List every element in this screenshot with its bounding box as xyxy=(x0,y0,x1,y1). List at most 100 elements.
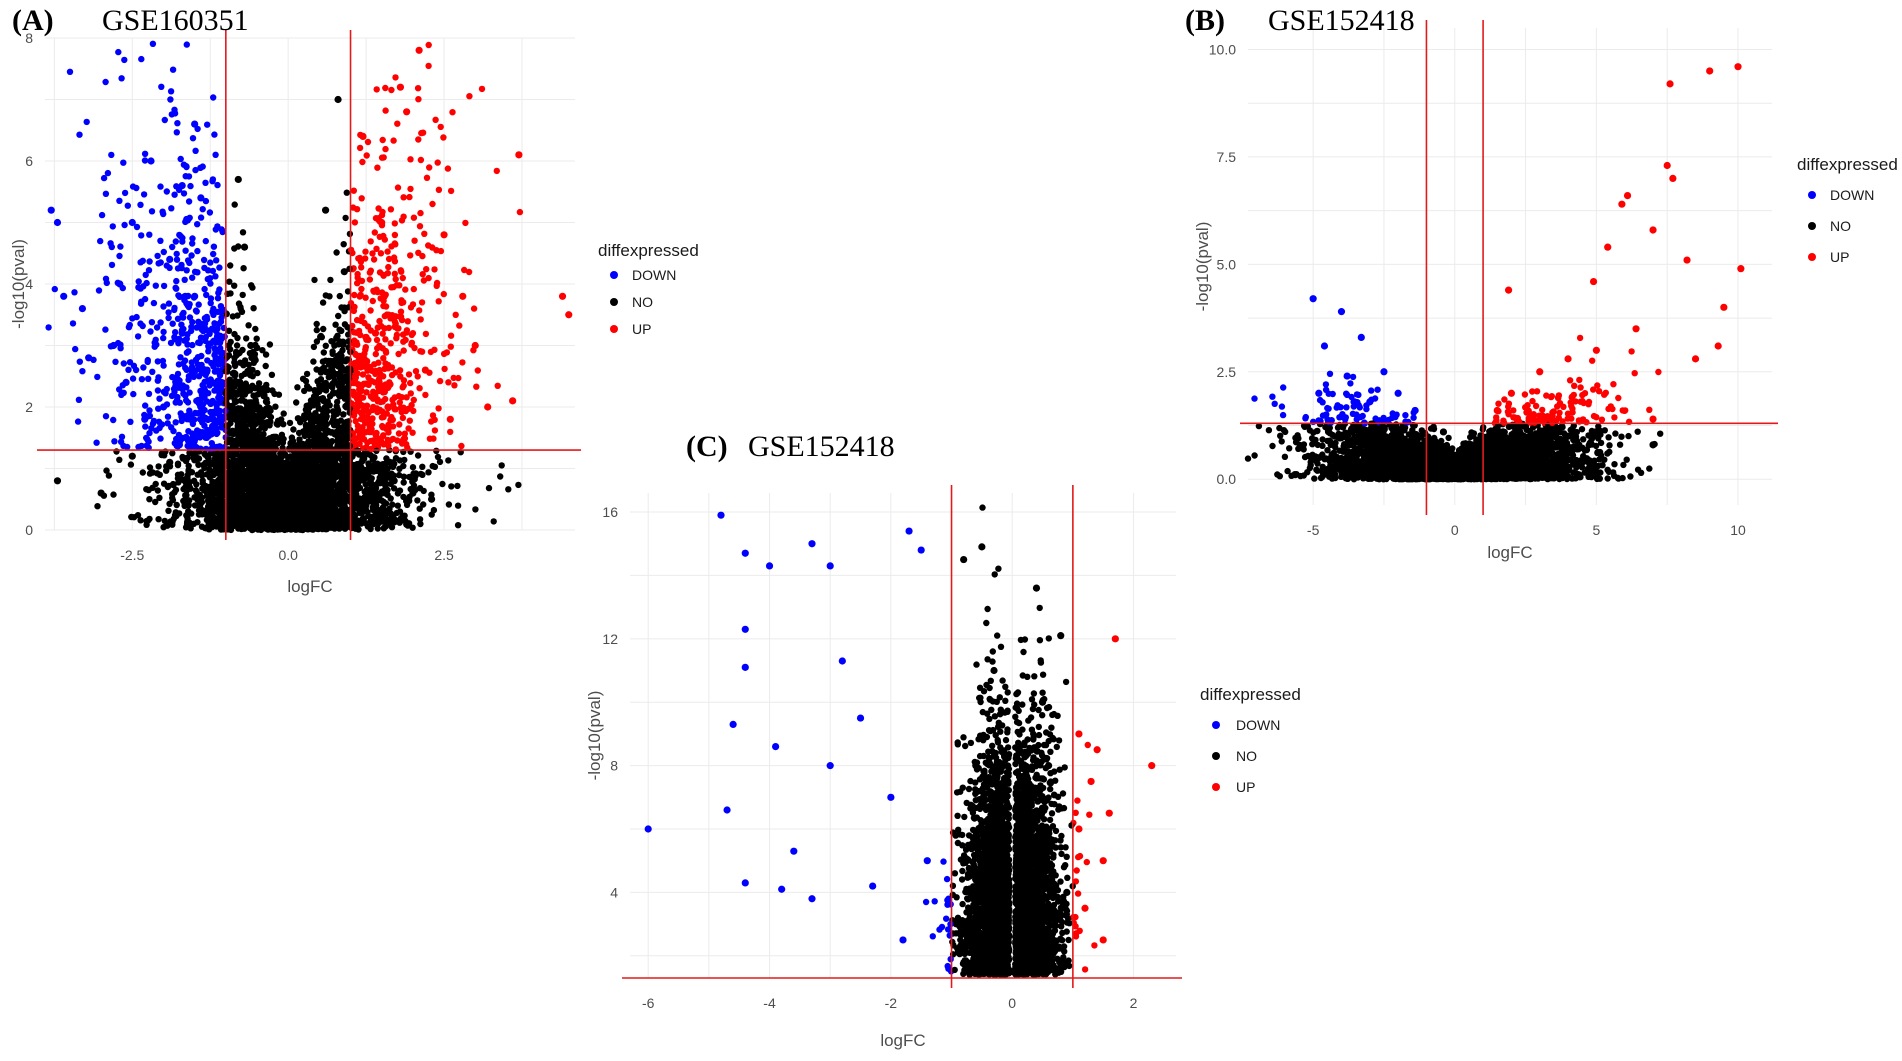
scatter-point xyxy=(396,282,403,289)
scatter-point xyxy=(250,424,257,431)
scatter-point xyxy=(439,480,446,488)
scatter-point xyxy=(127,418,134,425)
scatter-point xyxy=(165,507,172,514)
scatter-point xyxy=(174,475,182,482)
scatter-point xyxy=(322,342,329,349)
scatter-point xyxy=(310,358,317,365)
scatter-point xyxy=(165,300,173,307)
scatter-point xyxy=(422,330,430,338)
scatter-point xyxy=(447,187,455,195)
scatter-point xyxy=(452,311,459,318)
scatter-point xyxy=(426,435,434,442)
scatter-point xyxy=(115,48,122,56)
scatter-point xyxy=(155,260,162,267)
scatter-point xyxy=(180,190,188,197)
scatter-point xyxy=(267,518,275,525)
scatter-point xyxy=(258,424,265,431)
scatter-point xyxy=(280,421,287,428)
scatter-point xyxy=(213,257,220,264)
scatter-point xyxy=(381,325,388,332)
scatter-point xyxy=(493,167,500,175)
scatter-point xyxy=(250,305,257,312)
scatter-point xyxy=(253,400,260,407)
scatter-point xyxy=(357,291,364,299)
scatter-point xyxy=(205,342,212,349)
scatter-point xyxy=(293,399,300,406)
scatter-point xyxy=(189,274,196,281)
scatter-point xyxy=(272,403,279,410)
scatter-point xyxy=(341,525,349,532)
scatter-point xyxy=(408,339,416,346)
scatter-point xyxy=(342,214,349,222)
scatter-point xyxy=(395,392,402,400)
scatter-point xyxy=(163,467,170,474)
scatter-point xyxy=(330,390,338,397)
scatter-point xyxy=(185,467,192,474)
scatter-point xyxy=(232,495,239,502)
scatter-point xyxy=(367,238,374,245)
scatter-point xyxy=(165,309,172,316)
scatter-point xyxy=(250,519,257,526)
scatter-point xyxy=(97,237,104,245)
scatter-point xyxy=(204,121,211,128)
scatter-point xyxy=(366,479,374,486)
scatter-point xyxy=(146,464,154,471)
scatter-point xyxy=(478,85,486,93)
scatter-point xyxy=(214,450,221,457)
scatter-point xyxy=(263,396,270,403)
scatter-point xyxy=(226,436,233,443)
scatter-point xyxy=(195,301,202,308)
scatter-point xyxy=(157,435,164,442)
scatter-point xyxy=(351,409,359,416)
scatter-point xyxy=(402,286,409,293)
scatter-point xyxy=(152,480,159,488)
scatter-point xyxy=(410,214,418,221)
scatter-point xyxy=(111,438,118,445)
scatter-point xyxy=(172,419,179,426)
scatter-point xyxy=(233,514,241,521)
scatter-point xyxy=(174,315,182,322)
scatter-point xyxy=(202,197,210,205)
scatter-point xyxy=(169,243,176,251)
scatter-point xyxy=(146,258,153,265)
scatter-point xyxy=(440,350,448,358)
scatter-point xyxy=(354,274,361,281)
scatter-point xyxy=(151,343,158,350)
scatter-point xyxy=(231,330,238,338)
scatter-point xyxy=(345,432,353,439)
scatter-point xyxy=(203,313,210,321)
scatter-point xyxy=(108,151,115,159)
scatter-point xyxy=(359,371,367,378)
scatter-point xyxy=(375,205,382,212)
scatter-point xyxy=(45,324,52,331)
scatter-point xyxy=(364,138,372,146)
scatter-point xyxy=(302,421,310,429)
scatter-point xyxy=(417,156,425,164)
scatter-point xyxy=(373,86,380,93)
scatter-point xyxy=(390,137,397,144)
scatter-point xyxy=(407,379,414,387)
scatter-point xyxy=(262,466,269,473)
scatter-point xyxy=(384,465,391,472)
scatter-point xyxy=(454,522,462,529)
scatter-point xyxy=(74,418,82,425)
scatter-point xyxy=(160,282,168,290)
scatter-point xyxy=(498,462,505,469)
scatter-point xyxy=(431,416,438,423)
scatter-point xyxy=(433,247,440,254)
scatter-point xyxy=(154,252,161,260)
scatter-point xyxy=(436,458,444,466)
scatter-point xyxy=(191,457,198,464)
scatter-point xyxy=(267,413,275,421)
scatter-point xyxy=(454,482,461,490)
scatter-point xyxy=(390,485,398,492)
scatter-point xyxy=(246,387,254,394)
scatter-point xyxy=(397,308,405,315)
scatter-point xyxy=(154,358,161,365)
scatter-point xyxy=(434,159,441,166)
scatter-point xyxy=(385,365,392,372)
scatter-point xyxy=(186,389,193,396)
scatter-point xyxy=(194,247,201,255)
scatter-point xyxy=(383,455,390,462)
scatter-point xyxy=(240,499,248,506)
